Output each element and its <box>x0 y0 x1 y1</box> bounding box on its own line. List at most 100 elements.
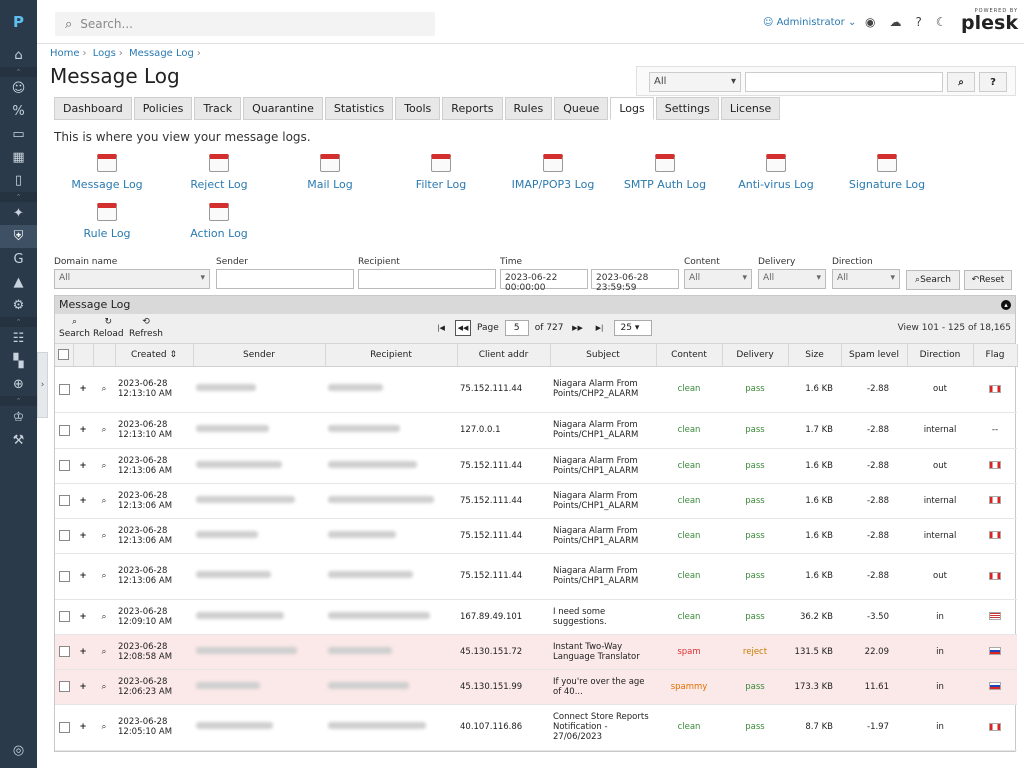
shield-icon[interactable]: ⛨ <box>0 225 37 248</box>
view-details-icon[interactable]: ⌕ <box>93 366 115 413</box>
col-created[interactable]: Created ⇕ <box>115 344 194 367</box>
tab-policies[interactable]: Policies <box>133 97 193 120</box>
row-checkbox[interactable] <box>58 495 70 506</box>
filter-log-link[interactable]: Filter Log <box>386 154 496 191</box>
g-icon[interactable]: G <box>13 252 24 267</box>
search-doc-icon[interactable]: ⊕ <box>13 377 24 392</box>
reject-log-link[interactable]: Reject Log <box>164 154 274 191</box>
table-row[interactable]: + ⌕ 2023-06-28 12:06:23 AM 45.130.151.99 If y… <box>55 669 1017 705</box>
collapse-section-icon[interactable]: ⌃ <box>0 67 37 77</box>
tab-settings[interactable]: Settings <box>655 97 719 120</box>
col-subject[interactable]: Subject <box>550 344 657 367</box>
table-row[interactable]: + ⌕ 2023-06-28 12:13:06 AM 75.152.111.44 Niag… <box>55 483 1017 519</box>
tab-rules[interactable]: Rules <box>504 97 553 120</box>
col-sender[interactable]: Sender <box>193 344 326 367</box>
global-search-input[interactable]: ⌕ Search... <box>55 12 435 36</box>
row-checkbox[interactable] <box>58 424 70 436</box>
grid-search-button[interactable]: ⌕ Search <box>59 317 90 339</box>
col-client-addr[interactable]: Client addr <box>457 344 551 367</box>
direction-select[interactable]: All ▾ <box>832 269 900 289</box>
col-flag[interactable]: Flag <box>973 344 1018 367</box>
collapse-section-icon[interactable]: ⌃ <box>0 192 37 202</box>
col-delivery[interactable]: Delivery <box>722 344 789 367</box>
row-checkbox[interactable] <box>58 383 70 395</box>
sliders-icon[interactable]: ☷ <box>12 331 25 346</box>
signature-log-link[interactable]: Signature Log <box>832 154 942 191</box>
delivery-select[interactable]: All ▾ <box>758 269 826 289</box>
row-checkbox[interactable] <box>58 721 70 733</box>
plesk-logo-icon[interactable]: P <box>13 13 24 31</box>
table-row[interactable]: + ⌕ 2023-06-28 12:09:10 AM 167.89.49.101 I ne… <box>55 599 1017 635</box>
row-checkbox[interactable] <box>58 530 70 541</box>
view-details-icon[interactable]: ⌕ <box>93 448 115 484</box>
view-details-icon[interactable]: ⌕ <box>93 483 115 519</box>
tab-dashboard[interactable]: Dashboard <box>54 97 132 120</box>
expand-sidebar-button[interactable]: › <box>37 352 48 418</box>
message-log-link[interactable]: Message Log <box>52 154 162 191</box>
expand-row-icon[interactable]: + <box>73 669 93 705</box>
breadcrumb-logs[interactable]: Logs <box>92 48 116 59</box>
grid-icon[interactable]: ▦ <box>12 150 25 165</box>
imap-pop3-log-link[interactable]: IMAP/POP3 Log <box>498 154 608 191</box>
apps-icon[interactable]: ▚ <box>13 354 24 369</box>
bolt-icon[interactable]: ✦ <box>13 206 24 221</box>
grid-refresh-button[interactable]: ⟲ Refresh <box>129 317 163 339</box>
smtp-auth-log-link[interactable]: SMTP Auth Log <box>610 154 720 191</box>
expand-row-icon[interactable]: + <box>73 483 93 519</box>
per-page-select[interactable]: 25 ▾ <box>613 320 652 336</box>
tab-reports[interactable]: Reports <box>442 97 503 120</box>
filter-reset-button[interactable]: ↶ Reset <box>964 270 1012 290</box>
row-checkbox[interactable] <box>58 611 70 622</box>
col-spam-level[interactable]: Spam level <box>841 344 908 367</box>
expand-row-icon[interactable]: + <box>73 518 93 554</box>
user-menu[interactable]: ☺ Administrator ⌄ <box>763 17 857 28</box>
view-details-icon[interactable]: ⌕ <box>93 634 115 670</box>
select-all-checkbox[interactable] <box>55 344 74 367</box>
content-select[interactable]: All ▾ <box>684 269 752 289</box>
table-row[interactable]: + ⌕ 2023-06-28 12:13:06 AM 75.152.111.44 Niag… <box>55 553 1017 600</box>
grid-reload-button[interactable]: ↻ Reload <box>93 317 124 339</box>
crown-icon[interactable]: ♔ <box>12 410 25 425</box>
expand-row-icon[interactable]: + <box>73 704 93 751</box>
table-row[interactable]: + ⌕ 2023-06-28 12:13:10 AM 127.0.0.1 Niagara … <box>55 412 1017 449</box>
expand-row-icon[interactable]: + <box>73 366 93 413</box>
domain-select[interactable]: All ▾ <box>54 269 210 289</box>
last-page-icon[interactable]: ▶| <box>595 324 604 332</box>
compass-icon[interactable]: ◎ <box>12 743 25 758</box>
time-from-input[interactable]: 2023-06-22 00:00:00 <box>500 269 588 293</box>
tab-tools[interactable]: Tools <box>395 97 441 120</box>
notifications-icon[interactable]: ◉ <box>865 15 876 29</box>
help-button[interactable]: ? <box>979 72 1007 92</box>
monitor-icon[interactable]: ▭ <box>12 127 25 142</box>
mail-log-link[interactable]: Mail Log <box>275 154 385 191</box>
top-search-input[interactable] <box>745 72 943 92</box>
expand-row-icon[interactable]: + <box>73 599 93 635</box>
action-log-link[interactable]: Action Log <box>164 203 274 240</box>
top-search-button[interactable]: ⌕ <box>947 72 975 92</box>
next-page-icon[interactable]: ▶▶ <box>572 324 583 332</box>
col-direction[interactable]: Direction <box>907 344 974 367</box>
prev-page-icon[interactable]: ◀◀ <box>455 320 471 336</box>
percent-icon[interactable]: % <box>12 104 25 119</box>
view-details-icon[interactable]: ⌕ <box>93 704 115 751</box>
collapse-section-icon[interactable]: ⌃ <box>0 396 37 406</box>
home-icon[interactable]: ⌂ <box>14 48 23 63</box>
expand-row-icon[interactable]: + <box>73 448 93 484</box>
recipient-input[interactable] <box>358 269 496 289</box>
row-checkbox[interactable] <box>58 460 70 471</box>
tab-track[interactable]: Track <box>194 97 242 120</box>
breadcrumb-home[interactable]: Home <box>50 48 80 59</box>
row-checkbox[interactable] <box>58 570 70 582</box>
view-details-icon[interactable]: ⌕ <box>93 518 115 554</box>
table-row[interactable]: + ⌕ 2023-06-28 12:13:10 AM 75.152.111.44 Niag… <box>55 366 1017 413</box>
view-details-icon[interactable]: ⌕ <box>93 599 115 635</box>
bird-icon[interactable]: ▲ <box>13 275 24 290</box>
tab-queue[interactable]: Queue <box>554 97 609 120</box>
col-size[interactable]: Size <box>788 344 842 367</box>
users-icon[interactable]: ☺ <box>11 81 26 96</box>
expand-row-icon[interactable]: + <box>73 553 93 600</box>
tab-statistics[interactable]: Statistics <box>324 97 394 120</box>
wrench-icon[interactable]: ⚒ <box>12 433 25 448</box>
collapse-section-icon[interactable]: ⌃ <box>0 317 37 327</box>
theme-icon[interactable]: ☾ <box>935 15 947 29</box>
